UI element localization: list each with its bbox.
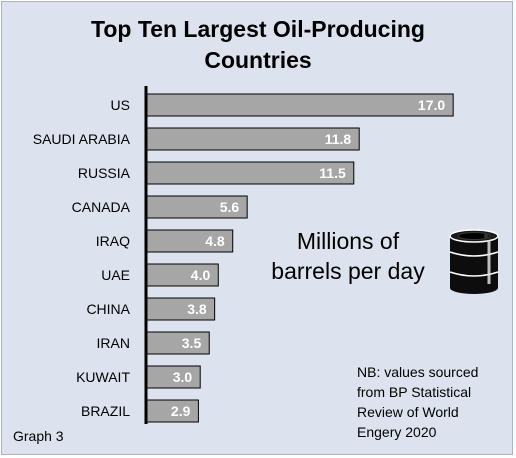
value-label-2: 11.8: [325, 131, 352, 147]
source-note: NB: values sourced from BP Statistical R…: [357, 362, 478, 442]
value-label-1: 17.0: [418, 97, 445, 113]
source-note-line-3: Review of World: [357, 404, 459, 420]
value-label-9: 3.0: [173, 369, 193, 385]
category-label-3: RUSSIA: [78, 165, 131, 181]
category-label-9: KUWAIT: [76, 369, 130, 385]
category-label-5: IRAQ: [96, 233, 130, 249]
category-label-4: CANADA: [72, 199, 131, 215]
category-label-6: UAE: [101, 267, 130, 283]
category-label-8: IRAN: [97, 335, 130, 351]
category-label-1: US: [111, 97, 130, 113]
value-label-3: 11.5: [319, 165, 346, 181]
graph-label: Graph 3: [13, 428, 64, 444]
chart-title: Top Ten Largest Oil-Producing Countries: [0, 14, 516, 76]
value-label-4: 5.6: [220, 199, 240, 215]
value-label-10: 2.9: [171, 403, 191, 419]
unit-label-line-2: barrels per day: [271, 258, 425, 284]
unit-label-line-1: Millions of: [296, 228, 400, 254]
oil-barrel-icon: [449, 229, 499, 294]
chart-title-line-1: Top Ten Largest Oil-Producing: [91, 16, 425, 42]
chart-title-line-2: Countries: [204, 47, 312, 73]
bar-1: [145, 93, 454, 117]
category-label-2: SAUDI ARABIA: [33, 131, 131, 147]
unit-label: Millions of barrels per day: [258, 226, 438, 286]
value-label-7: 3.8: [187, 301, 207, 317]
value-label-8: 3.5: [182, 335, 202, 351]
category-label-7: CHINA: [86, 301, 130, 317]
source-note-line-2: from BP Statistical: [357, 384, 472, 400]
source-note-line-1: NB: values sourced: [357, 364, 479, 380]
category-label-10: BRAZIL: [81, 403, 130, 419]
source-note-line-4: Engery 2020: [357, 424, 437, 440]
value-label-5: 4.8: [205, 233, 225, 249]
value-label-6: 4.0: [191, 267, 211, 283]
